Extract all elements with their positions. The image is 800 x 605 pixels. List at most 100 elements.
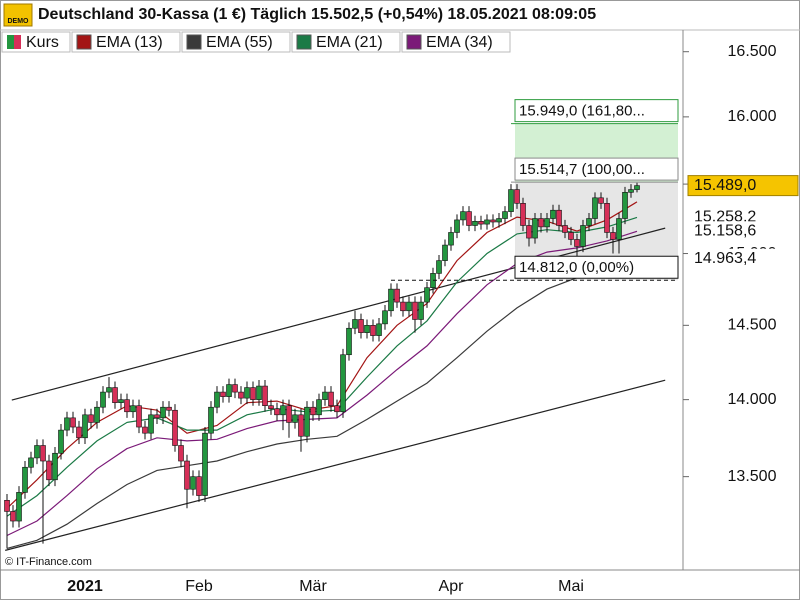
- candle-body: [82, 414, 88, 439]
- legend-swatch: [76, 34, 92, 50]
- fib-label: 14.812,0 (0,00%): [519, 259, 634, 276]
- last-value-label-box: [688, 248, 798, 269]
- candle-body: [526, 225, 532, 239]
- legend-item-box: [181, 31, 291, 53]
- last-value-label: 15.158,6: [694, 222, 756, 239]
- legend-swatch: [186, 34, 202, 50]
- footer: © IT-Finance.com: [5, 556, 92, 568]
- candle-body: [316, 399, 322, 416]
- candle-body: [496, 218, 502, 223]
- candle-body: [34, 445, 40, 459]
- candle-body: [46, 460, 52, 481]
- candle-body: [112, 387, 118, 403]
- legend-swatch: [14, 35, 21, 49]
- last-value-label: 14.963,4: [694, 250, 756, 267]
- candle-body: [610, 232, 616, 240]
- svg-text:DEMO: DEMO: [8, 18, 30, 25]
- candle-body: [172, 409, 178, 446]
- candle-body: [244, 387, 250, 399]
- legend-swatch: [7, 35, 14, 49]
- legend-entry: Kurs: [1, 31, 71, 53]
- candle-body: [616, 218, 622, 240]
- candle-body: [460, 211, 466, 221]
- y-tick-label: 14.500: [728, 317, 777, 334]
- last-value-label-box: [688, 221, 798, 242]
- fib-label-box: [514, 99, 679, 123]
- ema-line: [6, 216, 638, 517]
- ema-line: [6, 258, 638, 549]
- candle-body: [562, 225, 568, 233]
- candle-body: [28, 457, 34, 468]
- candle-body: [214, 391, 220, 408]
- candle-body: [382, 310, 388, 325]
- candle-body: [628, 189, 634, 193]
- candle-body: [358, 319, 364, 333]
- candle-body: [136, 405, 142, 428]
- last-price-label-box: [687, 175, 799, 197]
- candle-body: [340, 354, 346, 413]
- y-tick-label: 13.500: [728, 468, 777, 485]
- candle-body: [310, 406, 316, 416]
- candle-body: [508, 189, 514, 212]
- x-tick-label: Feb: [185, 578, 213, 595]
- candle-body: [604, 203, 610, 233]
- candle-body: [550, 209, 556, 219]
- candle-body: [442, 244, 448, 261]
- legend-entry: EMA (21): [291, 31, 401, 53]
- candle-body: [448, 232, 454, 246]
- candle-body: [154, 414, 160, 419]
- candle-body: [166, 406, 172, 411]
- candle-body: [622, 192, 628, 219]
- candle-body: [502, 211, 508, 219]
- candle-body: [334, 405, 340, 413]
- legend-entry: EMA (55): [181, 31, 291, 53]
- candle-body: [388, 288, 394, 312]
- legend-item-box: [291, 31, 401, 53]
- legend-label: Kurs: [26, 34, 59, 51]
- candle-body: [16, 492, 22, 522]
- candle-body: [514, 189, 520, 204]
- legend-entry: EMA (34): [401, 31, 511, 53]
- candle-body: [406, 301, 412, 312]
- candle-body: [400, 301, 406, 312]
- legend-item-box: [401, 31, 511, 53]
- legend-item-box: [71, 31, 181, 53]
- fib-label-box: [514, 255, 679, 279]
- candle-body: [490, 219, 496, 223]
- candle-body: [148, 414, 154, 434]
- candle-body: [394, 288, 400, 303]
- candle-body: [418, 301, 424, 320]
- candle-body: [532, 218, 538, 239]
- candle-body: [40, 445, 46, 462]
- candle-body: [544, 218, 550, 228]
- legend-label: EMA (55): [206, 34, 273, 51]
- candle-body: [76, 426, 82, 439]
- candle-body: [454, 219, 460, 233]
- candle-body: [256, 385, 262, 400]
- y-tick-label: 14.000: [728, 391, 777, 408]
- candle-body: [124, 399, 130, 413]
- candle-body: [4, 500, 10, 512]
- candle-body: [556, 209, 562, 226]
- candle-body: [322, 391, 328, 400]
- candle-body: [142, 426, 148, 434]
- fib-label-box: [514, 157, 679, 181]
- candle-body: [160, 406, 166, 419]
- candle-body: [538, 218, 544, 228]
- candle-body: [328, 391, 334, 406]
- candle-body: [424, 287, 430, 303]
- candle-body: [94, 406, 100, 423]
- candle-body: [190, 476, 196, 490]
- candle-body: [22, 466, 28, 493]
- candle-body: [184, 460, 190, 490]
- legend-label: EMA (21): [316, 34, 383, 51]
- candle-body: [370, 325, 376, 336]
- x-tick-label: 2021: [67, 578, 103, 595]
- chart-title: Deutschland 30-Kassa (1 €) Täglich 15.50…: [38, 6, 596, 23]
- x-tick-label: Apr: [439, 578, 465, 595]
- candle-body: [364, 325, 370, 333]
- candle-body: [586, 218, 592, 226]
- legend-swatch: [406, 34, 422, 50]
